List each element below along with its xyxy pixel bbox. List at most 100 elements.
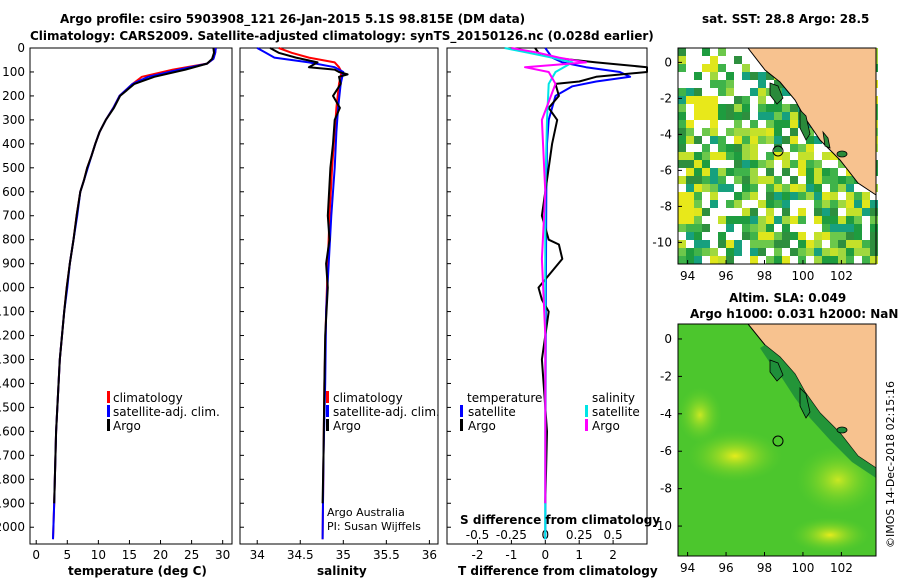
sst-pixel [734,144,742,152]
sst-pixel [798,144,806,152]
sst-pixel [766,232,774,240]
sst-pixel [734,256,742,264]
sst-pixel [798,176,806,184]
sst-pixel [726,232,734,240]
sst-pixel [750,240,758,248]
sst-pixel [774,216,782,224]
sst-map-title: sat. SST: 28.8 Argo: 28.5 [702,12,869,26]
map-x-tick-label: 98 [757,269,772,283]
sst-pixel [846,240,854,248]
sst-pixel [790,104,798,112]
sst-pixel [694,96,702,104]
sst-pixel [862,240,870,248]
sst-pixel [854,256,862,264]
sst-pixel [734,72,742,80]
sst-pixel [742,64,750,72]
sst-pixel [822,232,830,240]
sst-pixel [710,176,718,184]
sst-pixel [758,88,766,96]
salinity-x-tick-label: 34 [250,548,265,562]
sst-pixel [678,224,686,232]
sst-pixel [846,256,854,264]
sst-pixel [678,104,686,112]
sst-pixel [766,208,774,216]
sst-pixel [782,112,790,120]
sst-pixel [766,96,774,104]
sst-pixel [830,240,838,248]
legend-swatch-s-satellite [585,405,588,417]
sst-pixel [782,256,790,264]
sst-pixel [710,192,718,200]
sst-pixel [798,200,806,208]
sst-pixel [774,144,782,152]
sst-pixel [782,104,790,112]
sst-pixel [686,48,694,56]
sst-pixel [774,256,782,264]
sst-pixel [846,216,854,224]
sst-pixel [710,112,718,120]
sla-anomaly-blob [687,430,783,482]
sst-pixel [710,216,718,224]
sst-pixel [870,232,878,240]
sst-pixel [702,176,710,184]
sst-pixel [766,168,774,176]
sst-pixel [814,200,822,208]
sst-pixel [758,136,766,144]
sst-map [677,47,878,265]
sst-pixel [838,224,846,232]
sst-pixel [806,256,814,264]
temperature-x-tick-label: 5 [63,548,71,562]
temperature-x-tick-label: 25 [184,548,199,562]
sst-pixel [734,48,742,56]
sla-anomaly-blob [790,517,870,553]
legend-swatch-climatology [326,391,329,403]
sst-pixel [726,216,734,224]
sst-pixel [686,200,694,208]
sst-pixel [694,176,702,184]
sst-pixel [718,240,726,248]
sst-pixel [742,88,750,96]
sst-pixel [686,136,694,144]
sst-pixel [806,152,814,160]
sst-pixel [830,192,838,200]
sst-pixel [862,192,870,200]
sst-pixel [694,160,702,168]
sst-pixel [710,256,718,264]
depth-tick-label: 1300 [0,352,25,366]
sst-pixel [694,104,702,112]
sst-pixel [726,112,734,120]
sst-pixel [838,240,846,248]
sst-pixel [694,136,702,144]
depth-tick-label: 100 [2,65,25,79]
sst-pixel [718,48,726,56]
sst-pixel [718,152,726,160]
sst-pixel [790,152,798,160]
sst-pixel [862,200,870,208]
sst-pixel [694,152,702,160]
sst-pixel [686,184,694,192]
difference-legend: temperature satellite Argo salinity sate… [460,391,660,527]
sst-pixel [782,232,790,240]
depth-tick-label: 800 [2,233,25,247]
sst-pixel [758,152,766,160]
sst-pixel [734,224,742,232]
sst-pixel [822,160,830,168]
sst-pixel [734,120,742,128]
sst-pixel [790,216,798,224]
sst-pixel [702,192,710,200]
depth-tick-label: 1800 [0,472,25,486]
sst-pixel [774,80,782,88]
sst-pixel [830,216,838,224]
sst-map-frame [677,47,877,265]
sst-pixel [758,208,766,216]
sst-pixel [694,48,702,56]
salinity-x-tick-label: 35 [336,548,351,562]
sst-pixel [870,256,878,264]
sst-pixel [694,192,702,200]
sst-pixel [838,192,846,200]
sst-pixel [838,216,846,224]
sst-pixel [838,184,846,192]
sst-pixel [758,232,766,240]
sst-pixel [734,232,742,240]
sst-pixel [678,216,686,224]
